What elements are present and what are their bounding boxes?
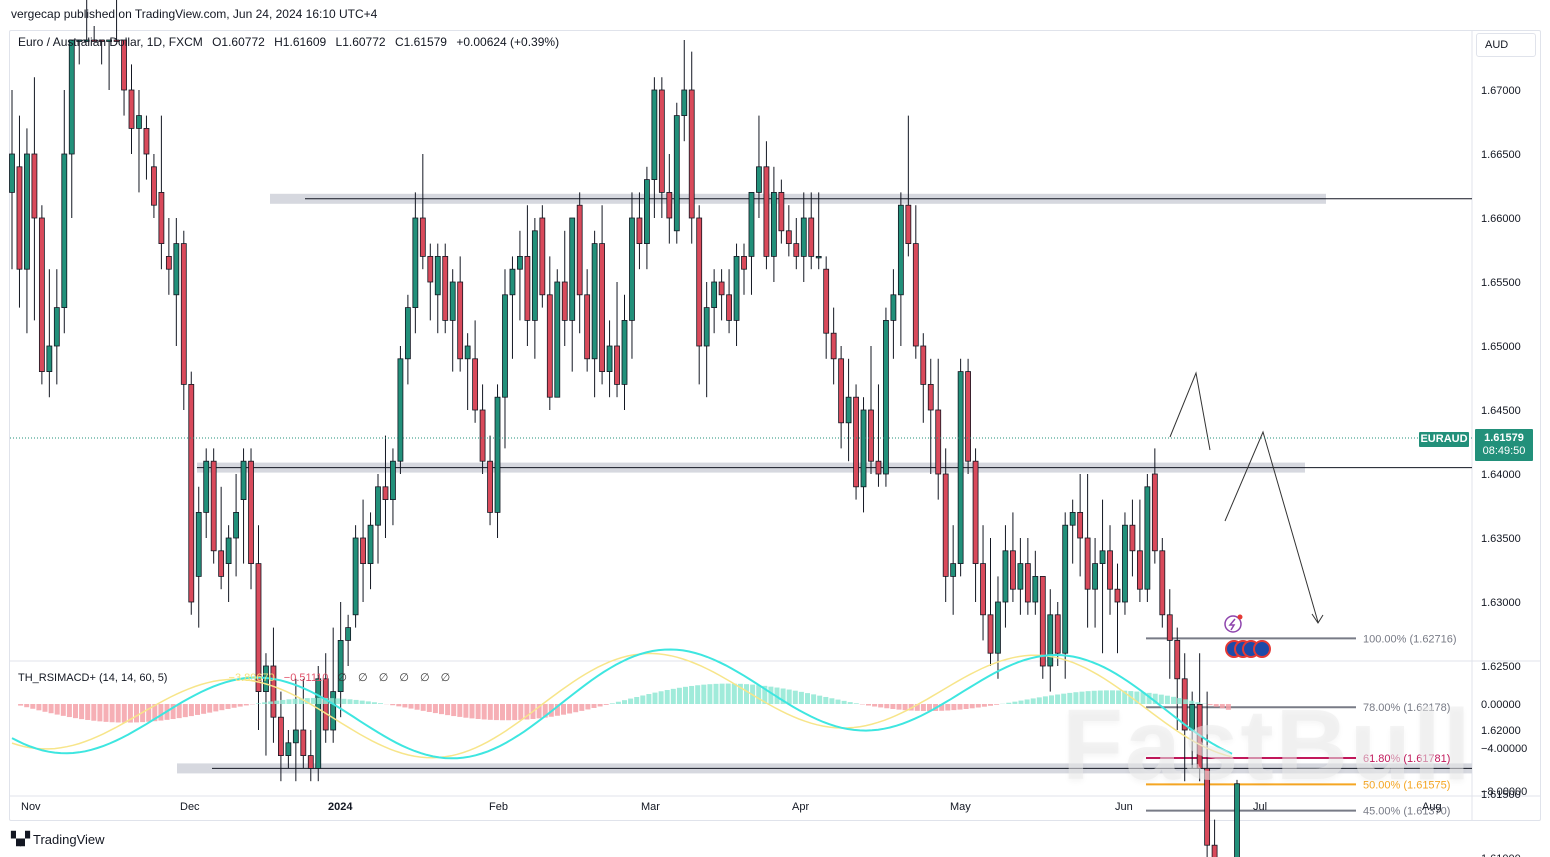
price-tick-label: 1.64500 bbox=[1481, 405, 1521, 417]
time-tick-label: May bbox=[950, 801, 971, 813]
ohlc-low: L1.60772 bbox=[335, 35, 386, 49]
event-icons[interactable] bbox=[1224, 614, 1271, 658]
fib-level-label: 45.00% (1.61370) bbox=[1363, 806, 1450, 818]
time-tick-label: Jul bbox=[1253, 801, 1268, 813]
time-tick-label: Dec bbox=[180, 801, 200, 813]
zigzag-past bbox=[1169, 371, 1211, 451]
time-tick-label: Nov bbox=[21, 801, 41, 813]
eu-flag-icon[interactable] bbox=[1253, 640, 1271, 658]
price-tick-label: 1.62500 bbox=[1481, 661, 1521, 673]
price-tick-label: 1.67000 bbox=[1481, 85, 1521, 97]
fib-level-label: 61.80% (1.61781) bbox=[1363, 753, 1450, 765]
ohlc-change: +0.00624 (+0.39%) bbox=[456, 35, 560, 49]
indicator-legend[interactable]: TH_RSIMACD+ (14, 14, 60, 5) −3.89670 −0.… bbox=[18, 671, 454, 684]
tradingview-logo-icon: ▚▞ bbox=[11, 831, 30, 846]
publisher-caption: vergecap published on TradingView.com, J… bbox=[11, 7, 378, 21]
symbol-tag: EURAUD bbox=[1419, 432, 1469, 447]
indicator-pane[interactable]: 0.00000 −4.00000 −8.00000 bbox=[11, 648, 1527, 799]
currency-button[interactable]: AUD bbox=[1476, 33, 1536, 57]
tradingview-logo[interactable]: ▚▞ TradingView bbox=[11, 831, 105, 847]
bar-countdown: 08:49:50 bbox=[1482, 445, 1526, 457]
indicator-name[interactable]: TH_RSIMACD+ (14, 14, 60, 5) bbox=[18, 672, 168, 684]
zigzag-projection bbox=[1224, 430, 1319, 623]
time-tick-label: Apr bbox=[792, 801, 810, 813]
projection-path[interactable] bbox=[1169, 371, 1324, 624]
indicator-value-2: −0.51110 bbox=[283, 672, 329, 684]
ohlc-open: O1.60772 bbox=[212, 35, 265, 49]
indicator-tick-label: −8.00000 bbox=[1481, 786, 1527, 798]
ohlc-high: H1.61609 bbox=[274, 35, 327, 49]
time-tick-label: Jun bbox=[1115, 801, 1133, 813]
price-tick-label: 1.66500 bbox=[1481, 149, 1521, 161]
time-tick-label: 2024 bbox=[328, 801, 353, 813]
price-tick-label: 1.66000 bbox=[1481, 213, 1521, 225]
signal-line bbox=[11, 652, 1233, 759]
rsimacd-line bbox=[11, 648, 1233, 760]
symbol-title[interactable]: Euro / Australian Dollar, 1D, FXCM bbox=[18, 35, 203, 49]
candlestick-series bbox=[9, 0, 1240, 857]
price-tick-label: 1.61000 bbox=[1481, 853, 1521, 857]
indicator-tick-label: 0.00000 bbox=[1481, 699, 1521, 711]
time-tick-label: Feb bbox=[489, 801, 508, 813]
price-tick-label: 1.65500 bbox=[1481, 277, 1521, 289]
price-tick-label: 1.64000 bbox=[1481, 469, 1521, 481]
price-tick-label: 1.63500 bbox=[1481, 533, 1521, 545]
indicator-tick-label: −4.00000 bbox=[1481, 743, 1527, 755]
tradingview-wordmark: TradingView bbox=[33, 831, 105, 847]
fib-level-label: 78.00% (1.62178) bbox=[1363, 702, 1450, 714]
notification-dot-icon bbox=[1237, 614, 1243, 620]
price-axis[interactable]: 1.67000 1.66500 1.66000 1.65500 1.65000 1.645… bbox=[1481, 85, 1521, 857]
ohlc-close: C1.61579 bbox=[394, 35, 447, 49]
lightning-bolt-icon bbox=[1228, 618, 1236, 631]
indicator-value-1: −3.89670 bbox=[228, 672, 275, 684]
indicator-value-3: ∅ ∅ ∅ ∅ ∅ ∅ bbox=[337, 672, 455, 684]
price-tick-label: 1.61500 bbox=[1481, 789, 1521, 801]
time-tick-label: Mar bbox=[641, 801, 660, 813]
price-tick-label: 1.62000 bbox=[1481, 725, 1521, 737]
last-price-tag: 1.61579 08:49:50 bbox=[1475, 429, 1533, 461]
price-tick-label: 1.63000 bbox=[1481, 597, 1521, 609]
fib-extension-tool[interactable]: 100.00% (1.62716) 78.00% (1.62178) 61.80% … bbox=[1146, 633, 1457, 857]
lightning-event-icon[interactable] bbox=[1224, 615, 1242, 633]
symbol-legend[interactable]: Euro / Australian Dollar, 1D, FXCM O1.60… bbox=[18, 35, 565, 49]
price-tick-label: 1.65000 bbox=[1481, 341, 1521, 353]
last-price-value: 1.61579 bbox=[1484, 432, 1524, 444]
arrow-head-icon bbox=[1311, 613, 1324, 624]
fib-level-label: 50.00% (1.61575) bbox=[1363, 779, 1450, 791]
sr-zones[interactable] bbox=[177, 193, 1472, 774]
fib-level-label: 100.00% (1.62716) bbox=[1363, 633, 1457, 645]
time-tick-label: Aug bbox=[1422, 801, 1442, 813]
